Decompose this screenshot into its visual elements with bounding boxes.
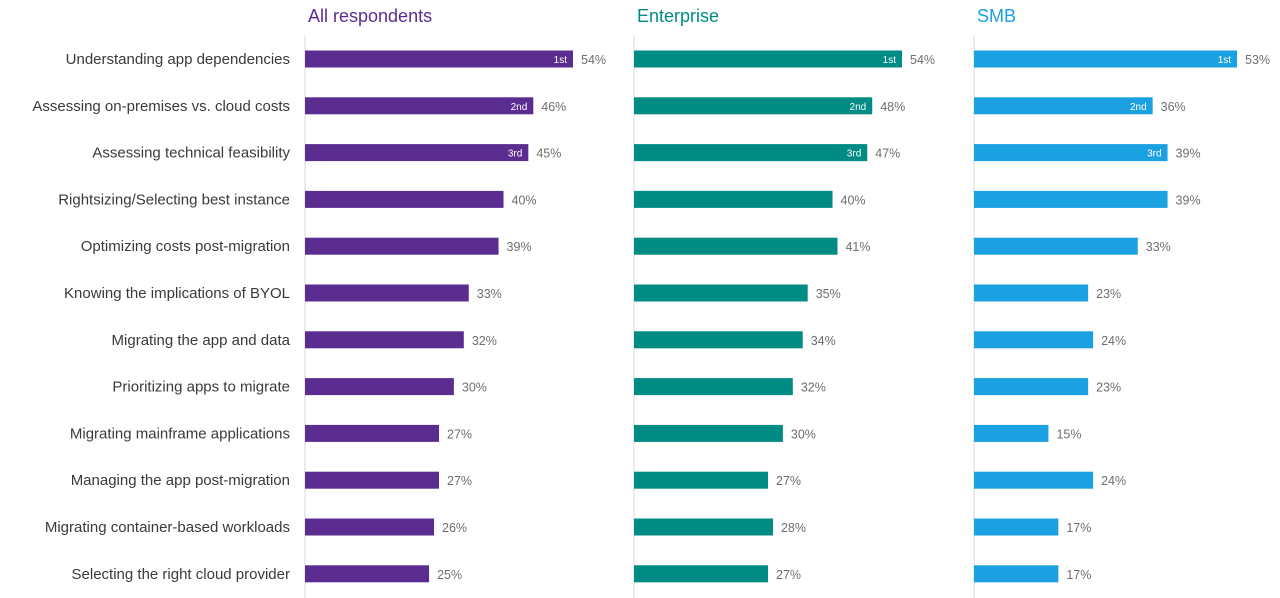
value-label-smb-selecting-the-right-cloud-provider: 17% (1066, 568, 1091, 582)
bar-smb-assessing-technical-feasibility (974, 144, 1168, 162)
bar-smb-knowing-the-implications-of-byol (974, 284, 1089, 302)
value-label-enterprise-assessing-technical-feasibility: 47% (875, 147, 900, 161)
value-label-enterprise-managing-the-app-post-migration: 27% (776, 474, 801, 488)
bar-smb-managing-the-app-post-migration (974, 471, 1094, 489)
bar-enterprise-managing-the-app-post-migration (634, 471, 768, 489)
value-label-smb-understanding-app-dependencies: 53% (1245, 53, 1270, 67)
value-label-all-respondents-selecting-the-right-cloud-provider: 25% (437, 568, 462, 582)
bar-all-respondents-assessing-on-premises-vs-cloud-costs (305, 97, 534, 115)
bar-all-respondents-knowing-the-implications-of-byol (305, 284, 469, 302)
bar-enterprise-migrating-mainframe-applications (634, 424, 783, 442)
value-label-enterprise-knowing-the-implications-of-byol: 35% (816, 287, 841, 301)
bar-smb-understanding-app-dependencies (974, 50, 1238, 68)
value-label-all-respondents-understanding-app-dependencies: 54% (581, 53, 606, 67)
value-label-smb-managing-the-app-post-migration: 24% (1101, 474, 1126, 488)
value-label-enterprise-prioritizing-apps-to-migrate: 32% (801, 381, 826, 395)
value-label-all-respondents-managing-the-app-post-migration: 27% (447, 474, 472, 488)
value-label-all-respondents-optimizing-costs-post-migration: 39% (507, 240, 532, 254)
bar-smb-migrating-container-based-workloads (974, 518, 1059, 536)
value-label-enterprise-optimizing-costs-post-migration: 41% (845, 240, 870, 254)
value-label-smb-assessing-on-premises-vs-cloud-costs: 36% (1161, 100, 1186, 114)
value-label-all-respondents-migrating-container-based-workloads: 26% (442, 521, 467, 535)
bar-enterprise-understanding-app-dependencies (634, 50, 902, 68)
panel-title-enterprise: Enterprise (637, 6, 719, 26)
category-label-knowing-the-implications-of-byol: Knowing the implications of BYOL (64, 285, 290, 302)
rank-label-enterprise-assessing-technical-feasibility: 3rd (847, 149, 861, 160)
bar-all-respondents-migrating-the-app-and-data (305, 331, 464, 349)
value-label-smb-optimizing-costs-post-migration: 33% (1146, 240, 1171, 254)
rank-label-enterprise-assessing-on-premises-vs-cloud-costs: 2nd (850, 102, 867, 113)
rank-label-smb-understanding-app-dependencies: 1st (1218, 55, 1232, 66)
rank-label-smb-assessing-technical-feasibility: 3rd (1147, 149, 1161, 160)
rank-label-enterprise-understanding-app-dependencies: 1st (883, 55, 897, 66)
panel-title-all-respondents: All respondents (308, 6, 432, 26)
category-label-rightsizing-selecting-best-instance: Rightsizing/Selecting best instance (58, 191, 290, 208)
value-label-enterprise-selecting-the-right-cloud-provider: 27% (776, 568, 801, 582)
value-label-all-respondents-prioritizing-apps-to-migrate: 30% (462, 381, 487, 395)
bar-smb-assessing-on-premises-vs-cloud-costs (974, 97, 1153, 115)
bar-enterprise-migrating-container-based-workloads (634, 518, 773, 536)
category-label-migrating-the-app-and-data: Migrating the app and data (112, 332, 291, 349)
rank-label-all-respondents-assessing-technical-feasibility: 3rd (508, 149, 522, 160)
value-label-all-respondents-knowing-the-implications-of-byol: 33% (477, 287, 502, 301)
value-label-enterprise-migrating-mainframe-applications: 30% (791, 427, 816, 441)
bar-smb-optimizing-costs-post-migration (974, 237, 1138, 255)
bar-all-respondents-prioritizing-apps-to-migrate (305, 378, 454, 396)
category-label-optimizing-costs-post-migration: Optimizing costs post-migration (81, 238, 290, 255)
rank-label-smb-assessing-on-premises-vs-cloud-costs: 2nd (1130, 102, 1147, 113)
bar-all-respondents-assessing-technical-feasibility (305, 144, 529, 162)
bar-all-respondents-selecting-the-right-cloud-provider (305, 565, 430, 583)
value-label-smb-prioritizing-apps-to-migrate: 23% (1096, 381, 1121, 395)
value-label-enterprise-understanding-app-dependencies: 54% (910, 53, 935, 67)
category-label-prioritizing-apps-to-migrate: Prioritizing apps to migrate (112, 379, 290, 396)
value-label-enterprise-migrating-the-app-and-data: 34% (811, 334, 836, 348)
value-label-smb-rightsizing-selecting-best-instance: 39% (1176, 193, 1201, 207)
value-label-all-respondents-assessing-technical-feasibility: 45% (536, 147, 561, 161)
category-label-migrating-container-based-workloads: Migrating container-based workloads (45, 519, 290, 536)
bar-all-respondents-rightsizing-selecting-best-instance (305, 190, 504, 208)
bar-all-respondents-managing-the-app-post-migration (305, 471, 439, 489)
bar-enterprise-optimizing-costs-post-migration (634, 237, 838, 255)
bar-enterprise-prioritizing-apps-to-migrate (634, 378, 793, 396)
bar-all-respondents-migrating-container-based-workloads (305, 518, 435, 536)
value-label-enterprise-migrating-container-based-workloads: 28% (781, 521, 806, 535)
value-label-smb-migrating-container-based-workloads: 17% (1066, 521, 1091, 535)
value-label-enterprise-assessing-on-premises-vs-cloud-costs: 48% (880, 100, 905, 114)
bar-enterprise-selecting-the-right-cloud-provider (634, 565, 768, 583)
category-label-assessing-on-premises-vs-cloud-costs: Assessing on-premises vs. cloud costs (32, 98, 290, 115)
category-label-understanding-app-dependencies: Understanding app dependencies (66, 51, 290, 68)
value-label-smb-migrating-the-app-and-data: 24% (1101, 334, 1126, 348)
bar-enterprise-assessing-technical-feasibility (634, 144, 868, 162)
bar-enterprise-assessing-on-premises-vs-cloud-costs (634, 97, 873, 115)
bar-all-respondents-migrating-mainframe-applications (305, 424, 439, 442)
panel-title-smb: SMB (977, 6, 1016, 26)
rank-label-all-respondents-understanding-app-dependencies: 1st (554, 55, 568, 66)
bar-smb-migrating-mainframe-applications (974, 424, 1049, 442)
value-label-smb-migrating-mainframe-applications: 15% (1056, 427, 1081, 441)
bar-smb-prioritizing-apps-to-migrate (974, 378, 1089, 396)
category-label-assessing-technical-feasibility: Assessing technical feasibility (92, 145, 290, 162)
bar-enterprise-knowing-the-implications-of-byol (634, 284, 808, 302)
bar-smb-migrating-the-app-and-data (974, 331, 1094, 349)
value-label-all-respondents-rightsizing-selecting-best-instance: 40% (512, 193, 537, 207)
value-label-enterprise-rightsizing-selecting-best-instance: 40% (841, 193, 866, 207)
category-label-migrating-mainframe-applications: Migrating mainframe applications (70, 425, 290, 442)
bar-all-respondents-optimizing-costs-post-migration (305, 237, 499, 255)
bar-smb-rightsizing-selecting-best-instance (974, 190, 1168, 208)
value-label-all-respondents-migrating-the-app-and-data: 32% (472, 334, 497, 348)
rank-label-all-respondents-assessing-on-premises-vs-cloud-costs: 2nd (511, 102, 528, 113)
bar-all-respondents-understanding-app-dependencies (305, 50, 573, 68)
bar-smb-selecting-the-right-cloud-provider (974, 565, 1059, 583)
bar-enterprise-rightsizing-selecting-best-instance (634, 190, 833, 208)
value-label-all-respondents-migrating-mainframe-applications: 27% (447, 427, 472, 441)
bar-enterprise-migrating-the-app-and-data (634, 331, 803, 349)
value-label-all-respondents-assessing-on-premises-vs-cloud-costs: 46% (541, 100, 566, 114)
value-label-smb-knowing-the-implications-of-byol: 23% (1096, 287, 1121, 301)
category-label-selecting-the-right-cloud-provider: Selecting the right cloud provider (72, 566, 290, 583)
value-label-smb-assessing-technical-feasibility: 39% (1176, 147, 1201, 161)
category-label-managing-the-app-post-migration: Managing the app post-migration (71, 472, 290, 489)
